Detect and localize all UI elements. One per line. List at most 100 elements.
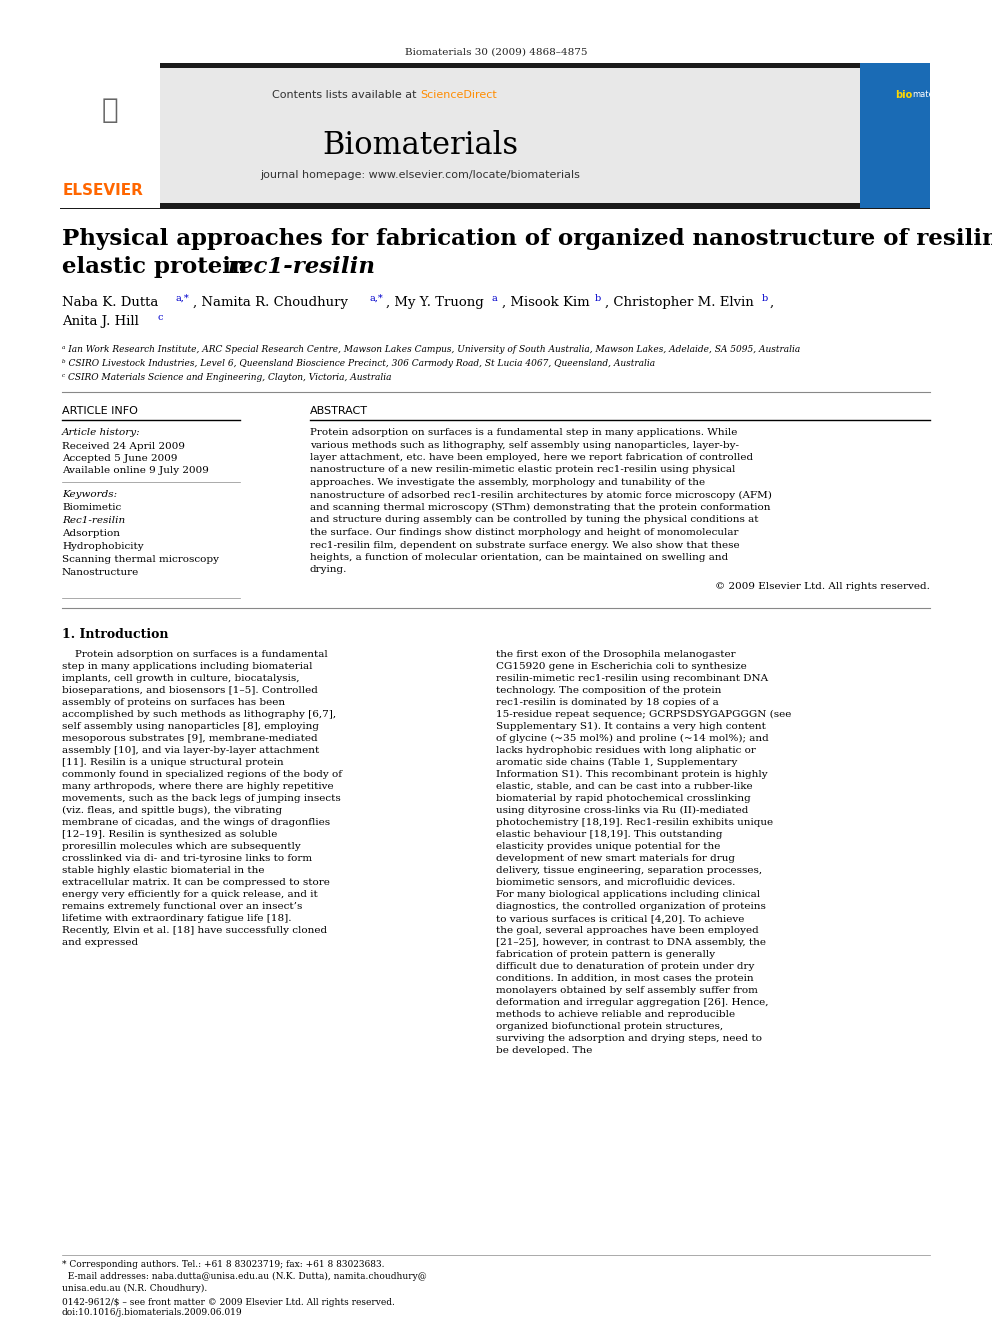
Text: remains extremely functional over an insect’s: remains extremely functional over an ins… — [62, 902, 303, 912]
Text: ABSTRACT: ABSTRACT — [310, 406, 368, 415]
Text: ᶜ CSIRO Materials Science and Engineering, Clayton, Victoria, Australia: ᶜ CSIRO Materials Science and Engineerin… — [62, 373, 392, 382]
Text: monolayers obtained by self assembly suffer from: monolayers obtained by self assembly suf… — [496, 986, 758, 995]
Text: 0142-9612/$ – see front matter © 2009 Elsevier Ltd. All rights reserved.: 0142-9612/$ – see front matter © 2009 El… — [62, 1298, 395, 1307]
Text: implants, cell growth in culture, biocatalysis,: implants, cell growth in culture, biocat… — [62, 673, 300, 683]
Bar — [60, 202, 930, 209]
Text: 15-residue repeat sequence; GCRPSDSYGAPGGGN (see: 15-residue repeat sequence; GCRPSDSYGAPG… — [496, 710, 792, 720]
Text: elastic protein: elastic protein — [62, 255, 256, 278]
Text: extracellular matrix. It can be compressed to store: extracellular matrix. It can be compress… — [62, 878, 330, 886]
Text: assembly of proteins on surfaces has been: assembly of proteins on surfaces has bee… — [62, 699, 285, 706]
Text: membrane of cicadas, and the wings of dragonflies: membrane of cicadas, and the wings of dr… — [62, 818, 330, 827]
Text: various methods such as lithography, self assembly using nanoparticles, layer-by: various methods such as lithography, sel… — [310, 441, 739, 450]
Text: CG15920 gene in Escherichia coli to synthesize: CG15920 gene in Escherichia coli to synt… — [496, 662, 747, 671]
Text: c: c — [158, 314, 164, 321]
Text: journal homepage: www.elsevier.com/locate/biomaterials: journal homepage: www.elsevier.com/locat… — [260, 169, 580, 180]
Text: rec1-resilin film, dependent on substrate surface energy. We also show that thes: rec1-resilin film, dependent on substrat… — [310, 541, 740, 549]
Text: [11]. Resilin is a unique structural protein: [11]. Resilin is a unique structural pro… — [62, 758, 284, 767]
Text: the surface. Our findings show distinct morphology and height of monomolecular: the surface. Our findings show distinct … — [310, 528, 738, 537]
Text: Biomaterials: Biomaterials — [322, 130, 518, 161]
Text: rec1-resilin: rec1-resilin — [228, 255, 376, 278]
Text: drying.: drying. — [310, 565, 347, 574]
Text: doi:10.1016/j.biomaterials.2009.06.019: doi:10.1016/j.biomaterials.2009.06.019 — [62, 1308, 243, 1316]
Text: , Namita R. Choudhury: , Namita R. Choudhury — [193, 296, 348, 310]
Text: Biomaterials 30 (2009) 4868–4875: Biomaterials 30 (2009) 4868–4875 — [405, 48, 587, 57]
Text: ,: , — [770, 296, 774, 310]
Bar — [60, 64, 930, 67]
Text: Protein adsorption on surfaces is a fundamental: Protein adsorption on surfaces is a fund… — [62, 650, 327, 659]
Text: E-mail addresses: naba.dutta@unisa.edu.au (N.K. Dutta), namita.choudhury@: E-mail addresses: naba.dutta@unisa.edu.a… — [62, 1271, 427, 1281]
Text: ᵇ CSIRO Livestock Industries, Level 6, Queensland Bioscience Precinct, 306 Carmo: ᵇ CSIRO Livestock Industries, Level 6, Q… — [62, 359, 655, 368]
Text: aromatic side chains (Table 1, Supplementary: aromatic side chains (Table 1, Supplemen… — [496, 758, 737, 767]
Text: energy very efficiently for a quick release, and it: energy very efficiently for a quick rele… — [62, 890, 317, 900]
Text: photochemistry [18,19]. Rec1-resilin exhibits unique: photochemistry [18,19]. Rec1-resilin exh… — [496, 818, 773, 827]
Text: Article history:: Article history: — [62, 429, 141, 437]
Text: , Misook Kim: , Misook Kim — [502, 296, 589, 310]
Text: self assembly using nanoparticles [8], employing: self assembly using nanoparticles [8], e… — [62, 722, 319, 732]
Text: biomaterial by rapid photochemical crosslinking: biomaterial by rapid photochemical cross… — [496, 794, 751, 803]
FancyBboxPatch shape — [60, 65, 930, 205]
Text: Hydrophobicity: Hydrophobicity — [62, 542, 144, 550]
Text: elastic, stable, and can be cast into a rubber-like: elastic, stable, and can be cast into a … — [496, 782, 753, 791]
Text: to various surfaces is critical [4,20]. To achieve: to various surfaces is critical [4,20]. … — [496, 914, 744, 923]
Text: , Christopher M. Elvin: , Christopher M. Elvin — [605, 296, 754, 310]
Text: stable highly elastic biomaterial in the: stable highly elastic biomaterial in the — [62, 867, 265, 875]
Text: bio: bio — [895, 90, 913, 101]
Text: and scanning thermal microscopy (SThm) demonstrating that the protein conformati: and scanning thermal microscopy (SThm) d… — [310, 503, 771, 512]
Text: Nanostructure: Nanostructure — [62, 568, 139, 577]
Text: nanostructure of adsorbed rec1-resilin architectures by atomic force microscopy : nanostructure of adsorbed rec1-resilin a… — [310, 491, 772, 500]
Text: biomimetic sensors, and microfluidic devices.: biomimetic sensors, and microfluidic dev… — [496, 878, 735, 886]
Text: Received 24 April 2009: Received 24 April 2009 — [62, 442, 185, 451]
Text: Keywords:: Keywords: — [62, 490, 117, 499]
Text: Protein adsorption on surfaces is a fundamental step in many applications. While: Protein adsorption on surfaces is a fund… — [310, 429, 737, 437]
Text: Supplementary S1). It contains a very high content: Supplementary S1). It contains a very hi… — [496, 722, 766, 732]
Text: using dityrosine cross-links via Ru (II)-mediated: using dityrosine cross-links via Ru (II)… — [496, 806, 748, 815]
Text: proresillin molecules which are subsequently: proresillin molecules which are subseque… — [62, 841, 301, 851]
Text: crosslinked via di- and tri-tyrosine links to form: crosslinked via di- and tri-tyrosine lin… — [62, 855, 312, 863]
Text: ᵃ Ian Work Research Institute, ARC Special Research Centre, Mawson Lakes Campus,: ᵃ Ian Work Research Institute, ARC Speci… — [62, 345, 801, 355]
Text: Physical approaches for fabrication of organized nanostructure of resilin-mimeti: Physical approaches for fabrication of o… — [62, 228, 992, 250]
Text: heights, a function of molecular orientation, can be maintained on swelling and: heights, a function of molecular orienta… — [310, 553, 728, 562]
Text: Contents lists available at: Contents lists available at — [272, 90, 420, 101]
Text: step in many applications including biomaterial: step in many applications including biom… — [62, 662, 312, 671]
Text: bioseparations, and biosensors [1–5]. Controlled: bioseparations, and biosensors [1–5]. Co… — [62, 687, 317, 695]
Text: Rec1-resilin: Rec1-resilin — [62, 516, 125, 525]
Text: © 2009 Elsevier Ltd. All rights reserved.: © 2009 Elsevier Ltd. All rights reserved… — [715, 582, 930, 591]
Text: fabrication of protein pattern is generally: fabrication of protein pattern is genera… — [496, 950, 715, 959]
Text: Scanning thermal microscopy: Scanning thermal microscopy — [62, 556, 219, 564]
Text: lacks hydrophobic residues with long aliphatic or: lacks hydrophobic residues with long ali… — [496, 746, 756, 755]
Text: movements, such as the back legs of jumping insects: movements, such as the back legs of jump… — [62, 794, 340, 803]
Text: b: b — [595, 294, 601, 303]
Text: Available online 9 July 2009: Available online 9 July 2009 — [62, 466, 209, 475]
Text: and expressed: and expressed — [62, 938, 138, 947]
Text: technology. The composition of the protein: technology. The composition of the prote… — [496, 687, 721, 695]
Text: methods to achieve reliable and reproducible: methods to achieve reliable and reproduc… — [496, 1009, 735, 1019]
Text: unisa.edu.au (N.R. Choudhury).: unisa.edu.au (N.R. Choudhury). — [62, 1285, 207, 1293]
Text: elastic behaviour [18,19]. This outstanding: elastic behaviour [18,19]. This outstand… — [496, 830, 722, 839]
Text: Accepted 5 June 2009: Accepted 5 June 2009 — [62, 454, 178, 463]
Text: 🌿: 🌿 — [102, 97, 118, 124]
Text: ARTICLE INFO: ARTICLE INFO — [62, 406, 138, 415]
Text: organized biofunctional protein structures,: organized biofunctional protein structur… — [496, 1021, 723, 1031]
Text: [12–19]. Resilin is synthesized as soluble: [12–19]. Resilin is synthesized as solub… — [62, 830, 278, 839]
Text: development of new smart materials for drug: development of new smart materials for d… — [496, 855, 735, 863]
Text: ELSEVIER: ELSEVIER — [63, 183, 144, 198]
Text: the goal, several approaches have been employed: the goal, several approaches have been e… — [496, 926, 759, 935]
Text: resilin-mimetic rec1-resilin using recombinant DNA: resilin-mimetic rec1-resilin using recom… — [496, 673, 768, 683]
Text: Biomimetic: Biomimetic — [62, 503, 121, 512]
Text: materials: materials — [912, 90, 951, 99]
Text: and structure during assembly can be controlled by tuning the physical condition: and structure during assembly can be con… — [310, 516, 759, 524]
Text: Adsorption: Adsorption — [62, 529, 120, 538]
Text: approaches. We investigate the assembly, morphology and tunability of the: approaches. We investigate the assembly,… — [310, 478, 705, 487]
Text: assembly [10], and via layer-by-layer attachment: assembly [10], and via layer-by-layer at… — [62, 746, 319, 755]
Text: difficult due to denaturation of protein under dry: difficult due to denaturation of protein… — [496, 962, 754, 971]
Text: conditions. In addition, in most cases the protein: conditions. In addition, in most cases t… — [496, 974, 754, 983]
Text: delivery, tissue engineering, separation processes,: delivery, tissue engineering, separation… — [496, 867, 762, 875]
Text: the first exon of the Drosophila melanogaster: the first exon of the Drosophila melanog… — [496, 650, 736, 659]
Text: elasticity provides unique potential for the: elasticity provides unique potential for… — [496, 841, 720, 851]
Text: layer attachment, etc. have been employed, here we report fabrication of control: layer attachment, etc. have been employe… — [310, 452, 753, 462]
Text: lifetime with extraordinary fatigue life [18].: lifetime with extraordinary fatigue life… — [62, 914, 292, 923]
Text: (viz. fleas, and spittle bugs), the vibrating: (viz. fleas, and spittle bugs), the vibr… — [62, 806, 282, 815]
Bar — [60, 64, 160, 208]
Text: nanostructure of a new resilin-mimetic elastic protein rec1-resilin using physic: nanostructure of a new resilin-mimetic e… — [310, 466, 735, 475]
Text: be developed. The: be developed. The — [496, 1046, 592, 1054]
